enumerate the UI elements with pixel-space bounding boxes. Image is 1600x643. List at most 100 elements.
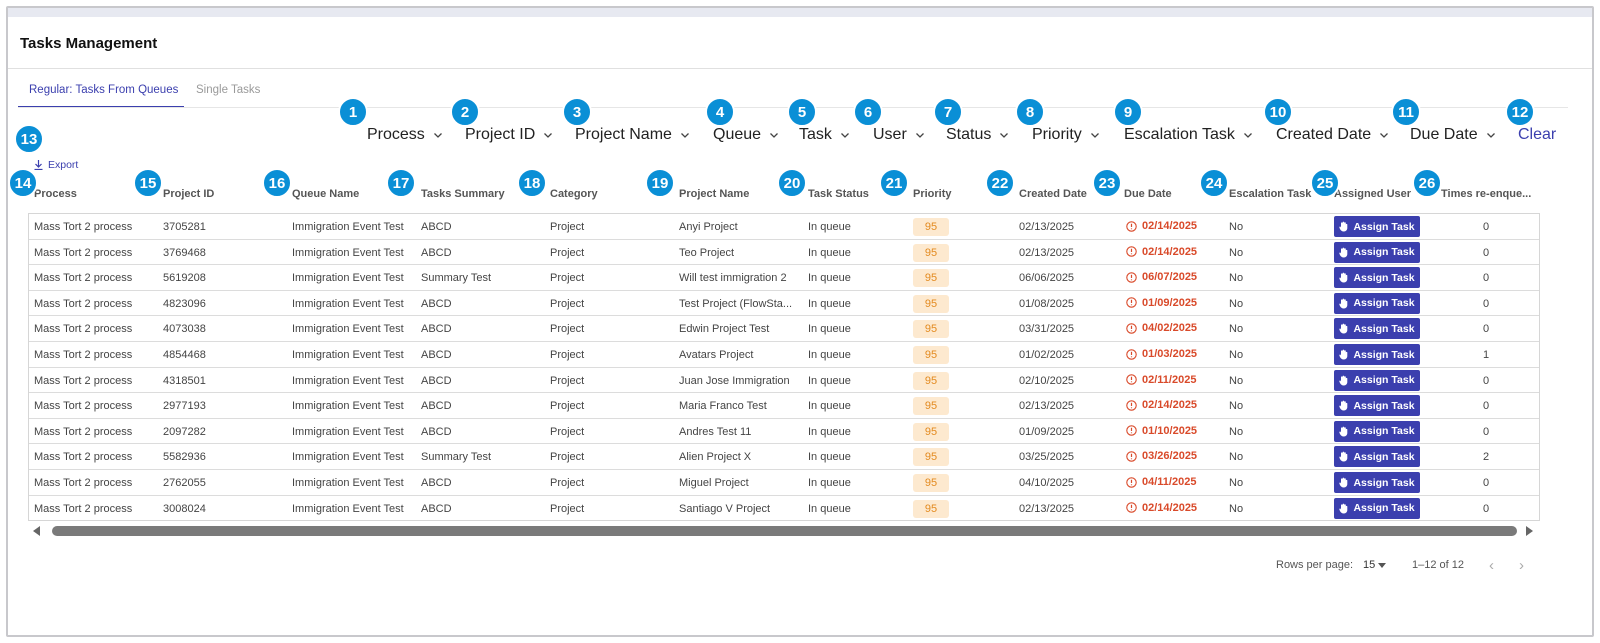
- assign-task-button[interactable]: Assign Task: [1334, 446, 1420, 468]
- chevron-down-icon: [544, 133, 553, 138]
- assign-task-button[interactable]: Assign Task: [1334, 267, 1420, 289]
- filter-project-id[interactable]: Project ID: [465, 126, 553, 144]
- priority-badge: 95: [913, 243, 949, 262]
- assign-task-button[interactable]: Assign Task: [1334, 318, 1420, 340]
- table-row[interactable]: Mass Tort 2 process 2762055 Immigration Ev…: [29, 470, 1539, 496]
- annotation-badge: 23: [1092, 168, 1122, 198]
- clear-filters-button[interactable]: Clear: [1518, 126, 1557, 143]
- assign-task-button[interactable]: Assign Task: [1334, 472, 1420, 493]
- filter-escalation-task[interactable]: Escalation Task: [1124, 126, 1253, 144]
- column-header[interactable]: Assigned User: [1334, 188, 1412, 200]
- hand-icon: [1339, 503, 1348, 514]
- filter-process[interactable]: Process: [367, 126, 443, 144]
- assign-task-button[interactable]: Assign Task: [1334, 241, 1420, 263]
- cell-queue: Immigration Event Test: [292, 323, 404, 336]
- cell-times-reenqueued: 0: [1483, 400, 1490, 413]
- filter-priority[interactable]: Priority: [1032, 126, 1100, 144]
- assign-task-button[interactable]: Assign Task: [1334, 344, 1420, 365]
- clock-alert-icon: [1126, 451, 1137, 462]
- tab-single-tasks[interactable]: Single Tasks: [196, 84, 261, 96]
- column-header[interactable]: Priority: [913, 188, 952, 200]
- cell-summary: ABCD: [421, 349, 452, 361]
- filter-label: Created Date: [1276, 126, 1372, 143]
- cell-category: Project: [550, 374, 585, 387]
- table-row[interactable]: Mass Tort 2 process 5582936 Immigration Ev…: [29, 444, 1539, 470]
- annotation-badge: 25: [1310, 168, 1340, 198]
- table-row[interactable]: Mass Tort 2 process 3008024 Immigration Ev…: [29, 496, 1539, 522]
- filter-created-date[interactable]: Created Date: [1276, 126, 1389, 144]
- table-row[interactable]: Mass Tort 2 process 2097282 Immigration Ev…: [29, 419, 1539, 445]
- assign-task-button[interactable]: Assign Task: [1334, 395, 1420, 417]
- assign-task-button[interactable]: Assign Task: [1334, 292, 1420, 314]
- cell-times-reenqueued: 0: [1483, 502, 1490, 515]
- column-header[interactable]: Category: [550, 188, 598, 200]
- horizontal-scrollbar[interactable]: [52, 526, 1517, 536]
- table-row[interactable]: Mass Tort 2 process 3769468 Immigration Ev…: [29, 240, 1539, 266]
- table-row[interactable]: Mass Tort 2 process 4318501 Immigration Ev…: [29, 368, 1539, 394]
- cell-times-reenqueued: 0: [1483, 323, 1490, 336]
- cell-status: In queue: [808, 425, 851, 438]
- cell-escalation: No: [1229, 451, 1244, 464]
- column-header[interactable]: Queue Name: [292, 188, 360, 200]
- table-row[interactable]: Mass Tort 2 process 4823096 Immigration Ev…: [29, 291, 1539, 317]
- column-header[interactable]: Created Date: [1019, 188, 1087, 200]
- column-header[interactable]: Escalation Task: [1229, 188, 1312, 200]
- cell-project-id: 3705281: [163, 221, 206, 233]
- annotation-badge: 8: [1015, 97, 1045, 127]
- column-header[interactable]: Project ID: [163, 188, 215, 200]
- cell-process: Mass Tort 2 process: [34, 297, 133, 310]
- export-button[interactable]: Export: [34, 159, 78, 171]
- cell-status: In queue: [808, 477, 851, 489]
- filter-project-name[interactable]: Project Name: [575, 126, 690, 144]
- prev-page-button[interactable]: ‹: [1489, 557, 1494, 574]
- clock-alert-icon: [1126, 271, 1137, 283]
- cell-due-date: 02/14/2025: [1126, 246, 1197, 258]
- table-row[interactable]: Mass Tort 2 process 4073038 Immigration Ev…: [29, 316, 1539, 342]
- filter-due-date[interactable]: Due Date: [1410, 126, 1496, 144]
- rows-per-page-select[interactable]: 15: [1363, 559, 1387, 571]
- cell-project-id: 3008024: [163, 502, 206, 515]
- priority-badge: 95: [913, 320, 949, 339]
- clock-alert-icon: [1126, 220, 1137, 232]
- priority-badge: 95: [913, 269, 949, 288]
- table-row[interactable]: Mass Tort 2 process 5619208 Immigration Ev…: [29, 265, 1539, 291]
- cell-category: Project: [550, 425, 585, 438]
- cell-process: Mass Tort 2 process: [34, 400, 133, 413]
- priority-badge: 95: [913, 294, 949, 313]
- table-row[interactable]: Mass Tort 2 process 4854468 Immigration Ev…: [29, 342, 1539, 368]
- priority-badge: 95: [913, 448, 949, 467]
- cell-status: In queue: [808, 272, 851, 285]
- cell-status: In queue: [808, 451, 851, 464]
- cell-category: Project: [550, 451, 585, 464]
- column-header[interactable]: Task Status: [808, 188, 869, 200]
- cell-status: In queue: [808, 221, 851, 233]
- column-header[interactable]: Times re-enque...: [1441, 188, 1532, 200]
- table-row[interactable]: Mass Tort 2 process 2977193 Immigration Ev…: [29, 393, 1539, 419]
- filter-status[interactable]: Status: [946, 126, 1009, 144]
- hand-icon: [1339, 451, 1348, 462]
- cell-project-id: 2977193: [163, 400, 206, 413]
- tab-regular[interactable]: Regular: Tasks From Queues: [18, 84, 184, 108]
- scroll-right-arrow[interactable]: [1526, 526, 1533, 536]
- column-header[interactable]: Tasks Summary: [421, 188, 505, 200]
- scroll-left-arrow[interactable]: [33, 526, 40, 536]
- assign-task-button[interactable]: Assign Task: [1334, 420, 1420, 442]
- filter-queue[interactable]: Queue: [713, 126, 779, 144]
- column-header[interactable]: Project Name: [679, 188, 750, 200]
- cell-escalation: No: [1229, 502, 1244, 515]
- hand-icon: [1339, 400, 1348, 411]
- cell-created-date: 04/10/2025: [1019, 477, 1075, 489]
- tasks-table: Mass Tort 2 process 3705281 Immigration Ev…: [28, 213, 1540, 521]
- filter-user[interactable]: User: [873, 126, 925, 144]
- table-row[interactable]: Mass Tort 2 process 3705281 Immigration Ev…: [29, 214, 1539, 240]
- cell-queue: Immigration Event Test: [292, 400, 404, 413]
- column-header[interactable]: Process: [34, 188, 77, 200]
- assign-task-button[interactable]: Assign Task: [1334, 216, 1420, 237]
- annotation-badge: 15: [133, 168, 163, 198]
- assign-task-button[interactable]: Assign Task: [1334, 369, 1420, 391]
- assign-task-button[interactable]: Assign Task: [1334, 497, 1420, 519]
- column-header[interactable]: Due Date: [1124, 188, 1172, 200]
- cell-times-reenqueued: 1: [1483, 349, 1490, 361]
- filter-task[interactable]: Task: [799, 126, 850, 144]
- next-page-button[interactable]: ›: [1519, 557, 1524, 574]
